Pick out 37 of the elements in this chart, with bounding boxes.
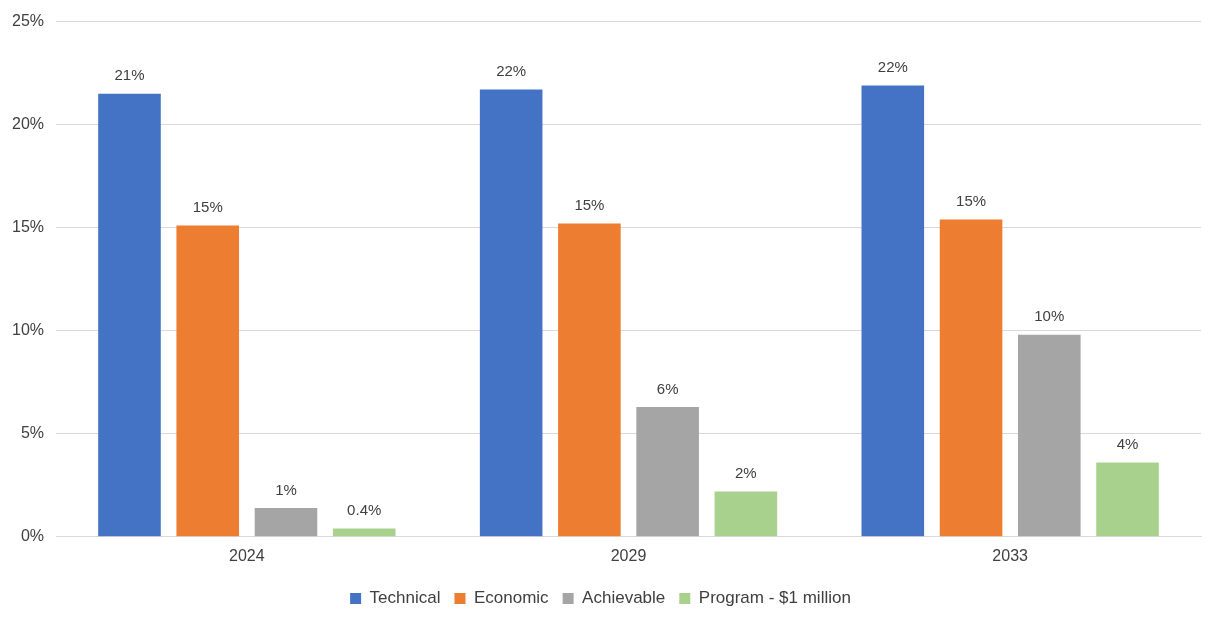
bar: [558, 223, 621, 537]
y-tick-label: 5%: [20, 424, 45, 442]
data-label: 1%: [275, 480, 297, 498]
data-label: 15%: [192, 198, 223, 216]
bar: [176, 225, 240, 537]
data-label: 22%: [496, 62, 527, 80]
bar: [332, 528, 396, 537]
y-tick-label: 15%: [11, 218, 45, 236]
data-label: 15%: [574, 196, 605, 214]
y-tick-label: 10%: [11, 321, 45, 339]
data-label: 22%: [877, 58, 908, 76]
data-label: 0.4%: [347, 501, 382, 519]
y-tick-label: 20%: [11, 115, 45, 133]
legend-label: Program - $1 million: [698, 588, 851, 608]
bar: [636, 406, 699, 537]
bar: [479, 89, 543, 537]
bar: [861, 85, 925, 537]
legend-label: Technical: [369, 588, 441, 608]
x-tick-label: 2033: [992, 546, 1029, 564]
data-label: 4%: [1116, 435, 1139, 453]
data-label: 10%: [1034, 307, 1065, 325]
x-tick-label: 2024: [229, 546, 265, 564]
bar: [1096, 462, 1159, 537]
legend-label: Economic: [473, 588, 550, 608]
bar: [939, 219, 1003, 537]
bar: [254, 507, 318, 537]
legend-label: Achievable: [582, 588, 666, 608]
data-label: 6%: [656, 379, 679, 397]
bar: [98, 93, 161, 537]
data-label: 21%: [114, 66, 145, 84]
bar: [1018, 334, 1081, 537]
y-tick-label: 25%: [11, 12, 45, 30]
y-tick-label: 0%: [20, 527, 45, 545]
data-label: 15%: [956, 192, 987, 210]
bar: [714, 491, 778, 537]
x-tick-label: 2029: [610, 546, 647, 564]
data-label: 2%: [735, 464, 757, 482]
